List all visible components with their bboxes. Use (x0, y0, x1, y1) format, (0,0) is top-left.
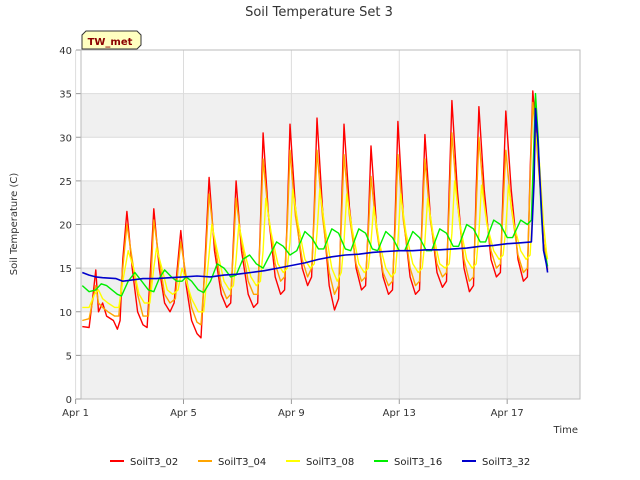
legend-item-soilt3_32: SoilT3_32 (462, 457, 530, 468)
chart-title: Soil Temperature Set 3 (245, 5, 393, 20)
legend-label: SoilT3_04 (218, 457, 266, 468)
x-axis-title: Time (553, 425, 578, 436)
background-band (81, 180, 580, 225)
site-label: TW_met (88, 37, 133, 48)
legend-label: SoilT3_08 (306, 457, 354, 468)
site-label-box: TW_met (81, 30, 142, 50)
background-band (81, 355, 580, 399)
series-line-soilt3_04 (82, 101, 549, 326)
legend-label: SoilT3_32 (482, 457, 530, 468)
y-tick-label: 10 (59, 308, 72, 319)
legend-item-soilt3_08: SoilT3_08 (286, 457, 354, 468)
x-tick-label: Apr 13 (383, 408, 416, 419)
x-tick-label: Apr 17 (491, 408, 524, 419)
legend: SoilT3_02 SoilT3_04 SoilT3_08 SoilT3_16 Soil… (110, 457, 530, 468)
legend-label: SoilT3_16 (394, 457, 442, 468)
series-lines (81, 90, 549, 339)
y-tick-label: 0 (66, 395, 72, 406)
plot-border (80, 49, 581, 400)
y-tick-label: 20 (59, 221, 72, 232)
legend-item-soilt3_04: SoilT3_04 (198, 457, 266, 468)
x-tick-label: Apr 1 (62, 408, 89, 419)
legend-item-soilt3_02: SoilT3_02 (110, 457, 178, 468)
x-tick-label: Apr 5 (170, 408, 197, 419)
y-tick-label: 30 (59, 133, 72, 144)
y-tick-label: 15 (59, 264, 72, 275)
legend-item-soilt3_16: SoilT3_16 (374, 457, 442, 468)
y-tick-label: 5 (66, 351, 72, 362)
y-axis-title: Soil Temperature (C) (9, 173, 20, 276)
series-line-soilt3_32 (82, 107, 549, 282)
legend-label: SoilT3_02 (130, 457, 178, 468)
y-tick-label: 35 (59, 90, 72, 101)
background-band (81, 93, 580, 138)
gridlines (75, 49, 580, 400)
y-tick-label: 40 (59, 46, 72, 57)
series-line-soilt3_08 (82, 132, 549, 313)
axes: 0 5 10 15 20 25 30 35 40 Apr 1 Apr 5 Apr 9 Apr 13 Apr… (59, 46, 581, 419)
x-tick-label: Apr 9 (278, 408, 305, 419)
series-line-soilt3_16 (81, 92, 549, 297)
y-tick-label: 25 (59, 177, 72, 188)
